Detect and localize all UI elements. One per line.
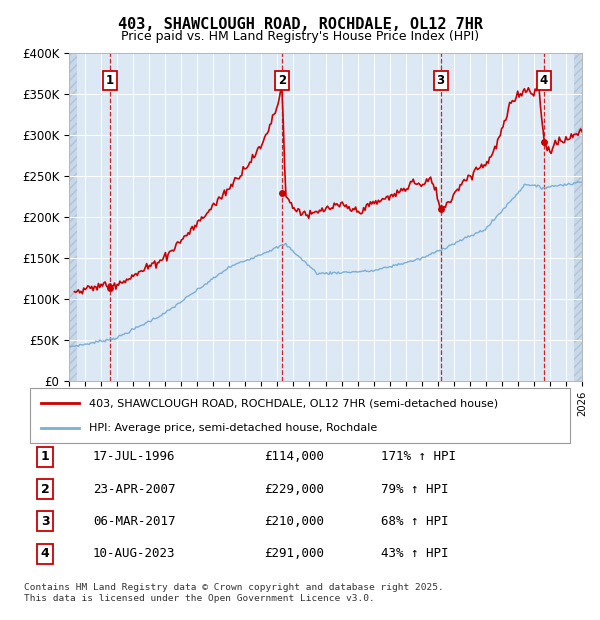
Text: 4: 4 <box>539 74 548 87</box>
Text: £291,000: £291,000 <box>264 547 324 560</box>
Text: 171% ↑ HPI: 171% ↑ HPI <box>381 451 456 463</box>
Text: HPI: Average price, semi-detached house, Rochdale: HPI: Average price, semi-detached house,… <box>89 423 377 433</box>
Text: 2: 2 <box>41 483 49 495</box>
Text: 3: 3 <box>437 74 445 87</box>
Text: 43% ↑ HPI: 43% ↑ HPI <box>381 547 449 560</box>
Text: 23-APR-2007: 23-APR-2007 <box>93 483 176 495</box>
Text: 403, SHAWCLOUGH ROAD, ROCHDALE, OL12 7HR (semi-detached house): 403, SHAWCLOUGH ROAD, ROCHDALE, OL12 7HR… <box>89 398 499 408</box>
Bar <box>69 53 77 381</box>
Text: 2: 2 <box>278 74 286 87</box>
Text: 3: 3 <box>41 515 49 528</box>
Text: £210,000: £210,000 <box>264 515 324 528</box>
Text: Contains HM Land Registry data © Crown copyright and database right 2025.
This d: Contains HM Land Registry data © Crown c… <box>24 583 444 603</box>
Text: £229,000: £229,000 <box>264 483 324 495</box>
Text: 79% ↑ HPI: 79% ↑ HPI <box>381 483 449 495</box>
Text: Price paid vs. HM Land Registry's House Price Index (HPI): Price paid vs. HM Land Registry's House … <box>121 30 479 43</box>
Text: 06-MAR-2017: 06-MAR-2017 <box>93 515 176 528</box>
Text: 68% ↑ HPI: 68% ↑ HPI <box>381 515 449 528</box>
Bar <box>574 53 582 381</box>
Text: 1: 1 <box>41 451 49 463</box>
Text: 1: 1 <box>106 74 114 87</box>
Text: £114,000: £114,000 <box>264 451 324 463</box>
Text: 10-AUG-2023: 10-AUG-2023 <box>93 547 176 560</box>
Text: 17-JUL-1996: 17-JUL-1996 <box>93 451 176 463</box>
FancyBboxPatch shape <box>30 388 570 443</box>
Text: 403, SHAWCLOUGH ROAD, ROCHDALE, OL12 7HR: 403, SHAWCLOUGH ROAD, ROCHDALE, OL12 7HR <box>118 17 482 32</box>
Text: 4: 4 <box>41 547 49 560</box>
